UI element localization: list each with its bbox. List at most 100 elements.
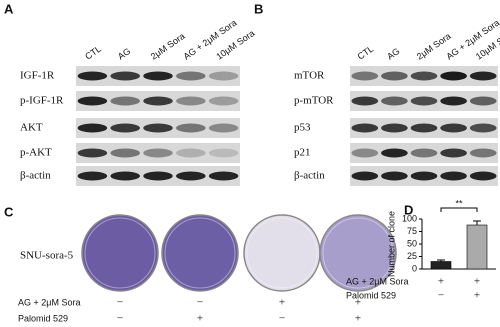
band (469, 96, 497, 106)
sign: − (197, 297, 203, 309)
band (176, 148, 206, 158)
sign: − (117, 297, 123, 309)
y-tick-label: 50 (407, 238, 417, 248)
band (440, 171, 467, 181)
dish (319, 214, 397, 292)
band (351, 96, 379, 106)
band (440, 71, 467, 81)
band (410, 96, 438, 106)
band (469, 71, 497, 81)
band (143, 171, 173, 181)
band (440, 123, 467, 133)
column-header: AG (116, 46, 132, 62)
band (77, 123, 108, 133)
dish-rim (164, 217, 236, 289)
dish-rim (322, 217, 394, 289)
panel-label: C (4, 204, 14, 219)
dish (161, 214, 239, 292)
band (176, 71, 206, 81)
row-label: mTOR (294, 70, 325, 82)
panel-label: A (4, 1, 14, 16)
condition-label: AG + 2μM Sora (346, 276, 408, 286)
band (381, 148, 408, 158)
band (208, 123, 239, 133)
dish (81, 214, 159, 292)
sample-label: SNU-sora-5 (20, 250, 74, 262)
row-label: AKT (20, 122, 43, 134)
band (351, 171, 379, 181)
dish (243, 214, 321, 292)
sign: + (279, 297, 285, 309)
band (176, 171, 206, 181)
panel-label: D (404, 202, 413, 217)
band (110, 71, 140, 81)
row-label: β-actin (294, 170, 325, 182)
band (410, 123, 438, 133)
panel-label: B (254, 1, 263, 16)
band (469, 148, 497, 158)
row-label: p-IGF-1R (20, 95, 64, 107)
band (351, 71, 379, 81)
y-axis-label: Number of clone (386, 211, 396, 277)
sign: + (355, 297, 361, 309)
band (440, 96, 467, 106)
blot-strip (76, 143, 240, 163)
sign: + (474, 276, 480, 288)
band (381, 123, 408, 133)
y-tick-label: 0 (412, 263, 417, 273)
band (440, 148, 467, 158)
band (77, 148, 108, 158)
sign: − (438, 290, 444, 302)
band (469, 123, 497, 133)
bar (466, 224, 488, 270)
band (410, 148, 438, 158)
sign: − (117, 313, 123, 325)
band (208, 96, 239, 106)
band (143, 71, 173, 81)
sign: + (355, 313, 361, 325)
band (381, 171, 408, 181)
sign: + (197, 313, 203, 325)
row-label: p-mTOR (294, 95, 334, 107)
column-header: AG + 2μM Sora (182, 18, 239, 62)
sign: − (279, 313, 285, 325)
band (143, 148, 173, 158)
condition-label: AG + 2μM Sora (18, 297, 80, 307)
band (143, 96, 173, 106)
significance-bracket (440, 207, 478, 212)
band (208, 148, 239, 158)
band (143, 123, 173, 133)
band (77, 71, 108, 81)
band (381, 71, 408, 81)
band (410, 171, 438, 181)
band (351, 123, 379, 133)
dish-rim (84, 217, 156, 289)
y-tick-label: 25 (407, 251, 417, 261)
y-tick-label: 100 (402, 213, 417, 223)
band (351, 148, 379, 158)
band (410, 71, 438, 81)
sign: + (438, 276, 444, 288)
band (77, 171, 108, 181)
dish-rim (246, 217, 318, 289)
band (176, 96, 206, 106)
significance: ** (455, 198, 463, 208)
column-header: AG (385, 46, 401, 62)
band (110, 96, 140, 106)
bar (430, 261, 452, 270)
band (176, 123, 206, 133)
band (77, 96, 108, 106)
row-label: p53 (294, 122, 311, 134)
sign: + (474, 290, 480, 302)
row-label: IGF-1R (20, 70, 55, 82)
band (110, 171, 140, 181)
band (469, 171, 497, 181)
condition-label: Palomid 529 (18, 313, 68, 323)
column-header: CTL (83, 44, 103, 62)
band (381, 96, 408, 106)
column-header: CTL (356, 44, 376, 62)
row-label: p-AKT (20, 147, 52, 159)
y-tick-label: 75 (407, 226, 417, 236)
band (208, 171, 239, 181)
